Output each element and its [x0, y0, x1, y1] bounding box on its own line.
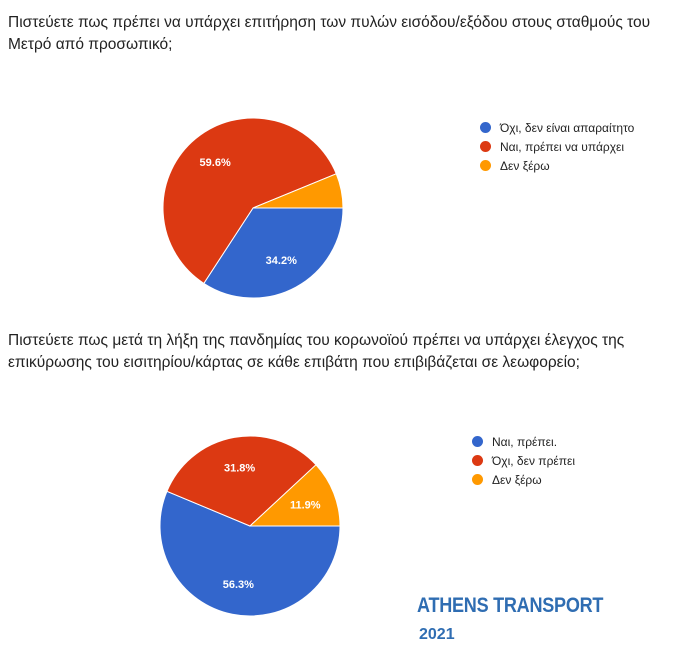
pie-chart-1: 34.2% 59.6% — [162, 117, 344, 299]
legend-label: Όχι, δεν πρέπει — [492, 453, 576, 468]
legend-swatch — [472, 436, 483, 447]
slice-value-label: 31.8% — [224, 463, 255, 475]
pie-slice — [252, 173, 344, 209]
legend-label: Ναι, πρέπει να υπάρχει — [500, 139, 625, 154]
question-1-title: Πιστεύετε πως πρέπει να υπάρχει επιτήρησ… — [8, 14, 651, 53]
slice-value-label: 59.6% — [200, 157, 231, 169]
legend-swatch — [480, 122, 491, 133]
slice-value-label: 34.2% — [266, 255, 297, 267]
legend-label: Δεν ξέρω — [492, 472, 542, 487]
legend-2: Ναι, πρέπει. Όχι, δεν πρέπει Δεν ξέρω — [472, 432, 575, 489]
slice-value-label: 56.3% — [223, 579, 254, 591]
legend-swatch — [472, 455, 483, 466]
legend-item: Δεν ξέρω — [472, 470, 575, 489]
brand-year: 2021 — [419, 626, 455, 643]
legend-label: Δεν ξέρω — [500, 158, 550, 173]
legend-item: Ναι, πρέπει. — [472, 432, 575, 451]
question-2-title: Πιστεύετε πως μετά τη λήξη της πανδημίας… — [8, 332, 625, 371]
legend-item: Δεν ξέρω — [480, 156, 634, 175]
legend-item: Όχι, δεν είναι απαραίτητο — [480, 118, 634, 137]
legend-item: Ναι, πρέπει να υπάρχει — [480, 137, 634, 156]
legend-swatch — [480, 160, 491, 171]
pie-slice — [162, 117, 337, 285]
legend-label: Ναι, πρέπει. — [492, 434, 558, 449]
legend-item: Όχι, δεν πρέπει — [472, 451, 575, 470]
pie-slice — [166, 435, 317, 527]
pie-slice — [159, 490, 341, 617]
pie-chart-2: 56.3% 31.8% 11.9% — [159, 435, 341, 617]
pie-slice — [248, 464, 341, 527]
brand-name: ATHENS TRANSPORT — [417, 594, 604, 617]
legend-1: Όχι, δεν είναι απαραίτητο Ναι, πρέπει να … — [480, 118, 634, 175]
slice-value-label: 11.9% — [290, 499, 321, 511]
legend-swatch — [472, 474, 483, 485]
legend-label: Όχι, δεν είναι απαραίτητο — [500, 120, 635, 135]
legend-swatch — [480, 141, 491, 152]
